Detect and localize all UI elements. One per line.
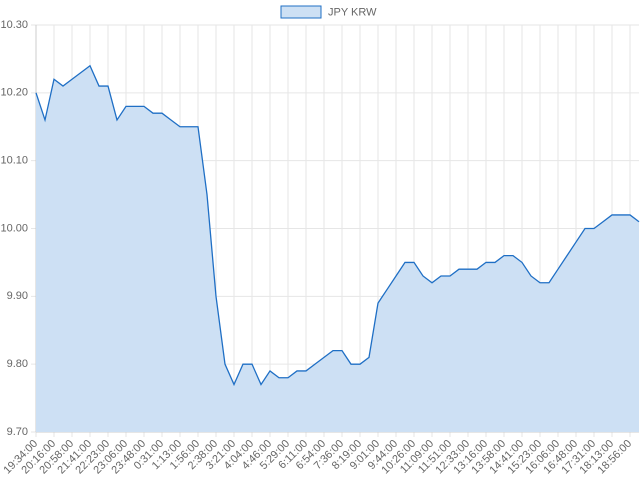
y-tick-label: 10.30	[0, 19, 28, 31]
y-tick-label: 10.10	[0, 155, 28, 167]
line	[35, 64, 640, 387]
y-tick-label: 10.20	[0, 87, 28, 99]
area	[36, 65, 639, 432]
y-tick-label: 9.90	[7, 290, 28, 302]
legend-swatch	[280, 5, 322, 19]
y-tick-label: 9.80	[7, 358, 28, 370]
y-tick-label: 10.00	[0, 222, 28, 234]
y-tick-label: 9.70	[7, 426, 28, 438]
legend-label: JPY KRW	[328, 6, 377, 18]
